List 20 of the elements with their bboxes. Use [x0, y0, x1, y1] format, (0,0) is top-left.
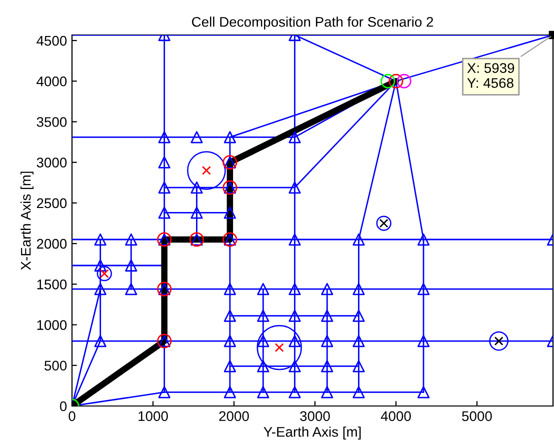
y-tick-label: 4500: [36, 36, 67, 46]
y-tick-label: 4000: [36, 76, 67, 86]
y-tick-label: 2500: [36, 198, 67, 208]
x-tick-label: 1000: [138, 411, 168, 422]
y-tick-label: 1500: [37, 280, 67, 290]
y-tick-label: 1000: [37, 320, 67, 330]
chart-title: Cell Decomposition Path for Scenario 2: [192, 16, 434, 30]
x-tick-label: 2000: [219, 411, 249, 422]
x-tick-label: 3000: [300, 411, 330, 422]
x-axis-title: Y-Earth Axis [m]: [264, 426, 361, 440]
y-axis-title: X-Earth Axis [m]: [20, 172, 34, 270]
y-tick-label: 500: [44, 360, 67, 371]
y-tick-label: 3500: [36, 117, 67, 127]
y-tick-label: 3000: [36, 158, 67, 168]
x-tick-label: 5000: [462, 411, 492, 422]
y-tick-label: 2000: [36, 238, 67, 249]
annotation: X: 5939 Y: 4568: [467, 63, 514, 88]
y-tick-label: 0: [60, 401, 67, 412]
x-tick-label: 4000: [380, 411, 411, 422]
x-tick-label: 0: [68, 411, 76, 422]
